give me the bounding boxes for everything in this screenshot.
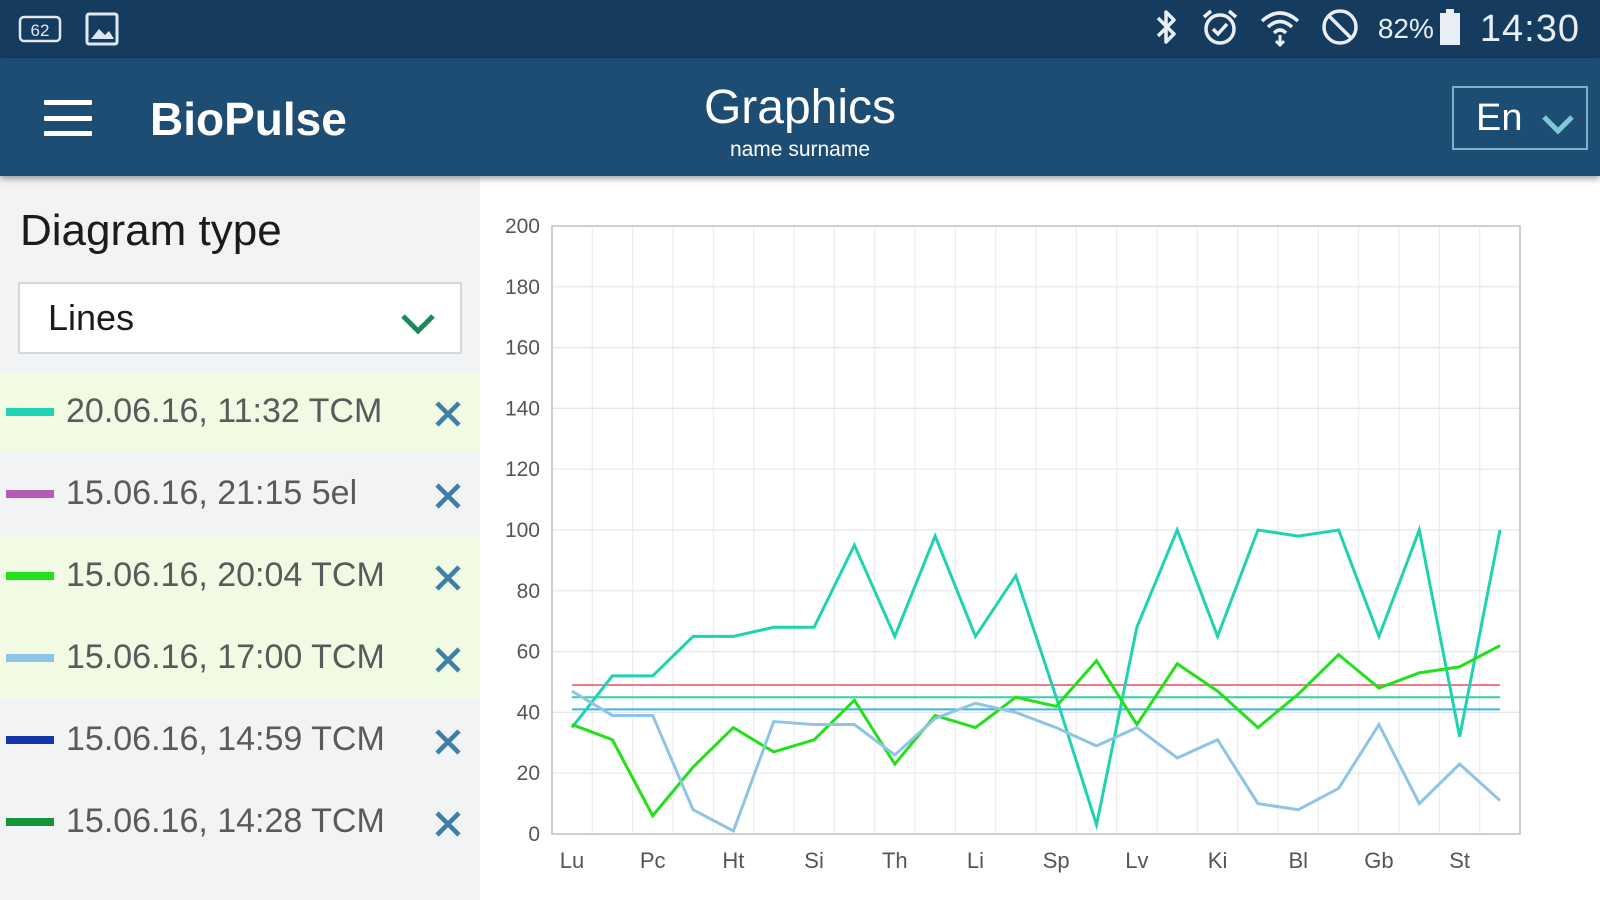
- x-tick-label: Bl: [1288, 848, 1308, 873]
- line-chart: 0 20 40 60 80 100 120 140 160 180 200 Lu Pc Ht Si Th Li S…: [505, 215, 1521, 873]
- series-list: 20.06.16, 11:32 TCM 15.06.16, 21:15 5el 15…: [0, 372, 480, 864]
- y-tick-label: 40: [517, 701, 540, 724]
- y-tick-label: 140: [505, 397, 540, 420]
- app-name: BioPulse: [150, 93, 347, 145]
- notification-count-icon: 62: [18, 12, 62, 46]
- series-color-swatch: [6, 654, 54, 662]
- y-tick-label: 80: [517, 580, 540, 603]
- close-icon: [435, 401, 461, 427]
- wifi-icon: [1258, 7, 1302, 52]
- series-label: 15.06.16, 14:59 TCM: [66, 720, 385, 758]
- x-tick-label: Ht: [722, 848, 744, 873]
- alarm-icon: [1200, 7, 1240, 52]
- series-color-swatch: [6, 572, 54, 580]
- series-line: [570, 524, 1502, 831]
- series-line: [571, 644, 1501, 819]
- x-tick-label: Lu: [560, 848, 584, 873]
- y-tick-label: 100: [505, 519, 540, 542]
- battery-percent: 82%: [1377, 13, 1434, 44]
- x-tick-label: Gb: [1364, 848, 1393, 873]
- remove-series-button[interactable]: [428, 394, 468, 434]
- x-tick-label: Th: [882, 848, 908, 873]
- x-tick-label: Sp: [1043, 848, 1070, 873]
- y-tick-label: 200: [505, 215, 540, 238]
- remove-series-button[interactable]: [428, 722, 468, 762]
- remove-series-button[interactable]: [428, 640, 468, 680]
- diagram-type-value: Lines: [48, 297, 135, 338]
- close-icon: [435, 729, 461, 755]
- page-title: Graphics: [703, 81, 897, 134]
- image-icon: [80, 12, 124, 46]
- diagram-type-label: Diagram type: [20, 206, 282, 255]
- series-label: 20.06.16, 11:32 TCM: [66, 392, 383, 430]
- series-color-swatch: [6, 736, 54, 744]
- chevron-down-icon: [1540, 104, 1576, 147]
- page-subtitle: name surname: [729, 138, 871, 161]
- series-item[interactable]: 15.06.16, 20:04 TCM: [0, 536, 480, 618]
- chart-area: 0 20 40 60 80 100 120 140 160 180 200 Lu Pc Ht Si Th Li S…: [480, 176, 1600, 900]
- x-tick-label: Ki: [1208, 848, 1228, 873]
- y-tick-label: 180: [505, 276, 540, 299]
- series-label: 15.06.16, 17:00 TCM: [66, 638, 385, 676]
- menu-button[interactable]: [40, 96, 96, 140]
- diagram-type-select[interactable]: Lines: [18, 282, 462, 354]
- y-tick-label: 120: [505, 458, 540, 481]
- series-label: 15.06.16, 20:04 TCM: [66, 556, 385, 594]
- chevron-down-icon: [398, 304, 438, 346]
- x-tick-label: Lv: [1125, 848, 1148, 873]
- clock: 14:30: [1479, 7, 1580, 50]
- sidebar: Diagram type Lines 20.06.16, 11:32 TCM 15…: [0, 176, 480, 900]
- battery-icon: [1438, 7, 1462, 52]
- do-not-disturb-icon: [1320, 7, 1360, 52]
- bluetooth-icon: [1150, 7, 1182, 52]
- app-bar: BioPulse Graphics name surname En: [0, 58, 1600, 176]
- close-icon: [435, 483, 461, 509]
- close-icon: [435, 565, 461, 591]
- close-icon: [435, 811, 461, 837]
- notification-count: 62: [31, 21, 50, 40]
- series-label: 15.06.16, 14:28 TCM: [66, 802, 385, 840]
- series-item[interactable]: 15.06.16, 14:28 TCM: [0, 782, 480, 864]
- remove-series-button[interactable]: [428, 476, 468, 516]
- series-label: 15.06.16, 21:15 5el: [66, 474, 358, 512]
- series-item[interactable]: 15.06.16, 21:15 5el: [0, 454, 480, 536]
- y-tick-label: 60: [517, 641, 540, 664]
- remove-series-button[interactable]: [428, 558, 468, 598]
- menu-icon-bar: [44, 115, 92, 121]
- y-tick-label: 0: [528, 823, 540, 846]
- series-item[interactable]: 15.06.16, 17:00 TCM: [0, 618, 480, 700]
- x-tick-label: Pc: [640, 848, 666, 873]
- series-color-swatch: [6, 408, 54, 416]
- status-bar: 62: [0, 0, 1600, 58]
- close-icon: [435, 647, 461, 673]
- series-color-swatch: [6, 818, 54, 826]
- remove-series-button[interactable]: [428, 804, 468, 844]
- series-color-swatch: [6, 490, 54, 498]
- series-item[interactable]: 15.06.16, 14:59 TCM: [0, 700, 480, 782]
- series-line: [571, 689, 1502, 834]
- x-tick-label: St: [1449, 848, 1470, 873]
- x-tick-label: Li: [967, 848, 984, 873]
- plot-frame: [551, 225, 1521, 835]
- language-value: En: [1476, 96, 1523, 139]
- language-select[interactable]: En: [1452, 86, 1588, 150]
- y-tick-label: 20: [517, 762, 540, 785]
- y-tick-label: 160: [505, 337, 540, 360]
- series-item[interactable]: 20.06.16, 11:32 TCM: [0, 372, 480, 454]
- menu-icon-bar: [44, 131, 92, 136]
- menu-icon-bar: [44, 100, 92, 105]
- x-tick-label: Si: [804, 848, 824, 873]
